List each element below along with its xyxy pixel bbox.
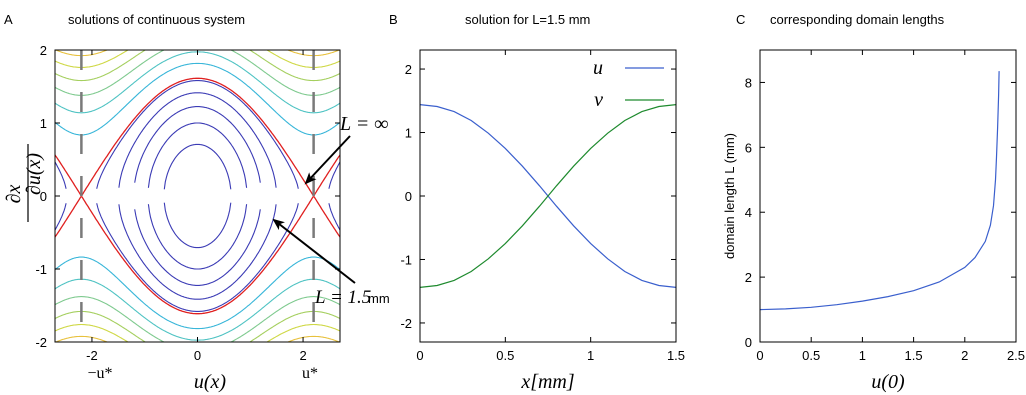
panel-b: B solution for L=1.5 mm 0 0.5 1 1.5-2-1012 …: [389, 12, 685, 393]
phase-orbit-line: [134, 106, 261, 183]
panel-b-ytick-label: -2: [400, 316, 412, 331]
panel-c-ytick-label: 8: [745, 75, 752, 90]
phase-orbit-line: [55, 51, 340, 114]
panel-b-ytick-label: -1: [400, 252, 412, 267]
panel-c-ytick-label: 6: [745, 140, 752, 155]
panel-b-ytick-label: 1: [405, 126, 412, 141]
panel-a: A solutions of continuous system -2 0 2-2-…: [3, 12, 390, 393]
phase-orbit-line: [55, 62, 340, 136]
panel-c-ytick-label: 4: [745, 205, 752, 220]
phase-orbit-line: [134, 209, 261, 286]
panel-c-xtick-label: 0.5: [802, 348, 820, 363]
annotation-l-1-5-unit: mm: [368, 291, 390, 306]
panel-a-frame: [54, 49, 341, 343]
annotation-l-1-5-text: L = 1.5: [314, 287, 371, 308]
phase-orbit-line: [55, 310, 340, 342]
legend-label-v: v: [594, 89, 603, 111]
panel-a-ylabel-num: ∂u(x): [23, 153, 45, 195]
panel-a-ytick-label: 1: [40, 116, 47, 131]
panel-c-xtick-label: 1.5: [905, 348, 923, 363]
panel-a-ylabel: ∂u(x) ∂x: [3, 144, 45, 222]
panel-a-xtick-label: 0: [194, 348, 201, 363]
panel-a-phase-portrait: [55, 50, 340, 342]
panel-c-xtick-label: 1: [859, 348, 866, 363]
panel-b-plot-area: [420, 104, 676, 288]
phase-orbit-line: [163, 143, 232, 190]
phase-orbit-line: [147, 204, 248, 270]
panel-a-xlabel: u(x): [194, 371, 227, 393]
panel-b-xtick-label: 0: [416, 348, 423, 363]
phase-orbit-line: [55, 50, 340, 96]
u-star-label: u*: [302, 365, 318, 382]
phase-orbit-line: [163, 202, 232, 249]
annotation-l-infinity-arrow: [304, 135, 351, 185]
panel-b-label: B: [389, 12, 398, 27]
panel-a-ytick-label: 2: [40, 43, 47, 58]
panel-c-label: C: [736, 12, 745, 27]
phase-orbit-line: [55, 296, 340, 342]
separatrix-line: [55, 196, 340, 315]
phase-orbit-line: [328, 203, 340, 232]
panel-c-ticks: 0 0.5 1 1.5 2 2.5 0 2 4 6 8: [745, 50, 1025, 363]
panel-a-ytick-label: -1: [35, 262, 47, 277]
panel-c-xtick-label: 2: [961, 348, 968, 363]
panel-a-title: solutions of continuous system: [68, 12, 245, 27]
phase-orbit-line: [55, 323, 340, 342]
panel-b-ytick-label: 2: [405, 62, 412, 77]
panel-a-xtick-label: -2: [86, 348, 98, 363]
panel-b-xlabel: x[mm]: [520, 371, 574, 393]
phase-orbit-line: [55, 50, 340, 57]
phase-orbit-line: [55, 256, 340, 330]
panel-a-ticks: -2 0 2 -2 -1 0 1 2: [35, 43, 340, 363]
legend-label-u: u: [593, 57, 603, 79]
phase-orbit-line: [55, 203, 67, 232]
panel-c-ytick-label: 0: [745, 335, 752, 350]
panel-c-xtick-label: 2.5: [1007, 348, 1025, 363]
phase-orbit-line: [55, 50, 340, 82]
series-line-v: [420, 104, 676, 288]
panel-a-xtick-label: 2: [299, 348, 306, 363]
phase-orbit-line: [328, 160, 340, 189]
panel-b-legend: uv: [593, 57, 664, 111]
panel-b-xtick-label: 1: [587, 348, 594, 363]
phase-orbit-line: [118, 204, 277, 300]
panel-b-ticks: 0 0.5 1 1.5 -2 -1 0 1 2: [400, 50, 685, 363]
panel-c-title: corresponding domain lengths: [770, 12, 945, 27]
panel-b-title: solution for L=1.5 mm: [465, 12, 590, 27]
panel-c-plot-area: [760, 71, 1000, 311]
panel-a-label: A: [4, 12, 13, 27]
panel-c-ytick-label: 2: [745, 270, 752, 285]
annotation-l-infinity: L = ∞: [304, 113, 389, 185]
phase-orbit-line: [55, 278, 340, 341]
phase-orbit-line: [55, 335, 340, 342]
annotation-l-1-5-arrow: [272, 218, 356, 284]
panel-b-ytick-label: 0: [405, 189, 412, 204]
panel-c-xtick-label: 0: [756, 348, 763, 363]
neg-u-star-label: −u*: [87, 365, 112, 382]
separatrix-line: [55, 77, 340, 196]
panel-c-xlabel: u(0): [871, 371, 905, 393]
panel-b-xtick-label: 0.5: [496, 348, 514, 363]
phase-orbit-line: [96, 203, 299, 312]
phase-orbit-line: [55, 160, 67, 189]
panel-c: C corresponding domain lengths 0 0.5 1 1.5 2…: [722, 12, 1025, 393]
phase-orbit-line: [147, 122, 248, 188]
panel-b-xtick-label: 1.5: [667, 348, 685, 363]
phase-orbit-line: [118, 92, 277, 188]
domain-length-line: [760, 71, 1000, 311]
annotation-l-infinity-text: L = ∞: [339, 113, 389, 135]
panel-a-ylabel-den: ∂x: [3, 185, 25, 204]
panel-a-ytick-label: -2: [35, 335, 47, 350]
panel-c-ylabel: domain length L (mm): [722, 133, 737, 259]
phase-orbit-line: [55, 50, 340, 69]
panel-a-ytick-label: 0: [40, 189, 47, 204]
annotation-l-1-5: L = 1.5 mm: [272, 218, 390, 308]
panel-c-frame: [759, 49, 1017, 343]
phase-orbit-line: [96, 80, 299, 189]
